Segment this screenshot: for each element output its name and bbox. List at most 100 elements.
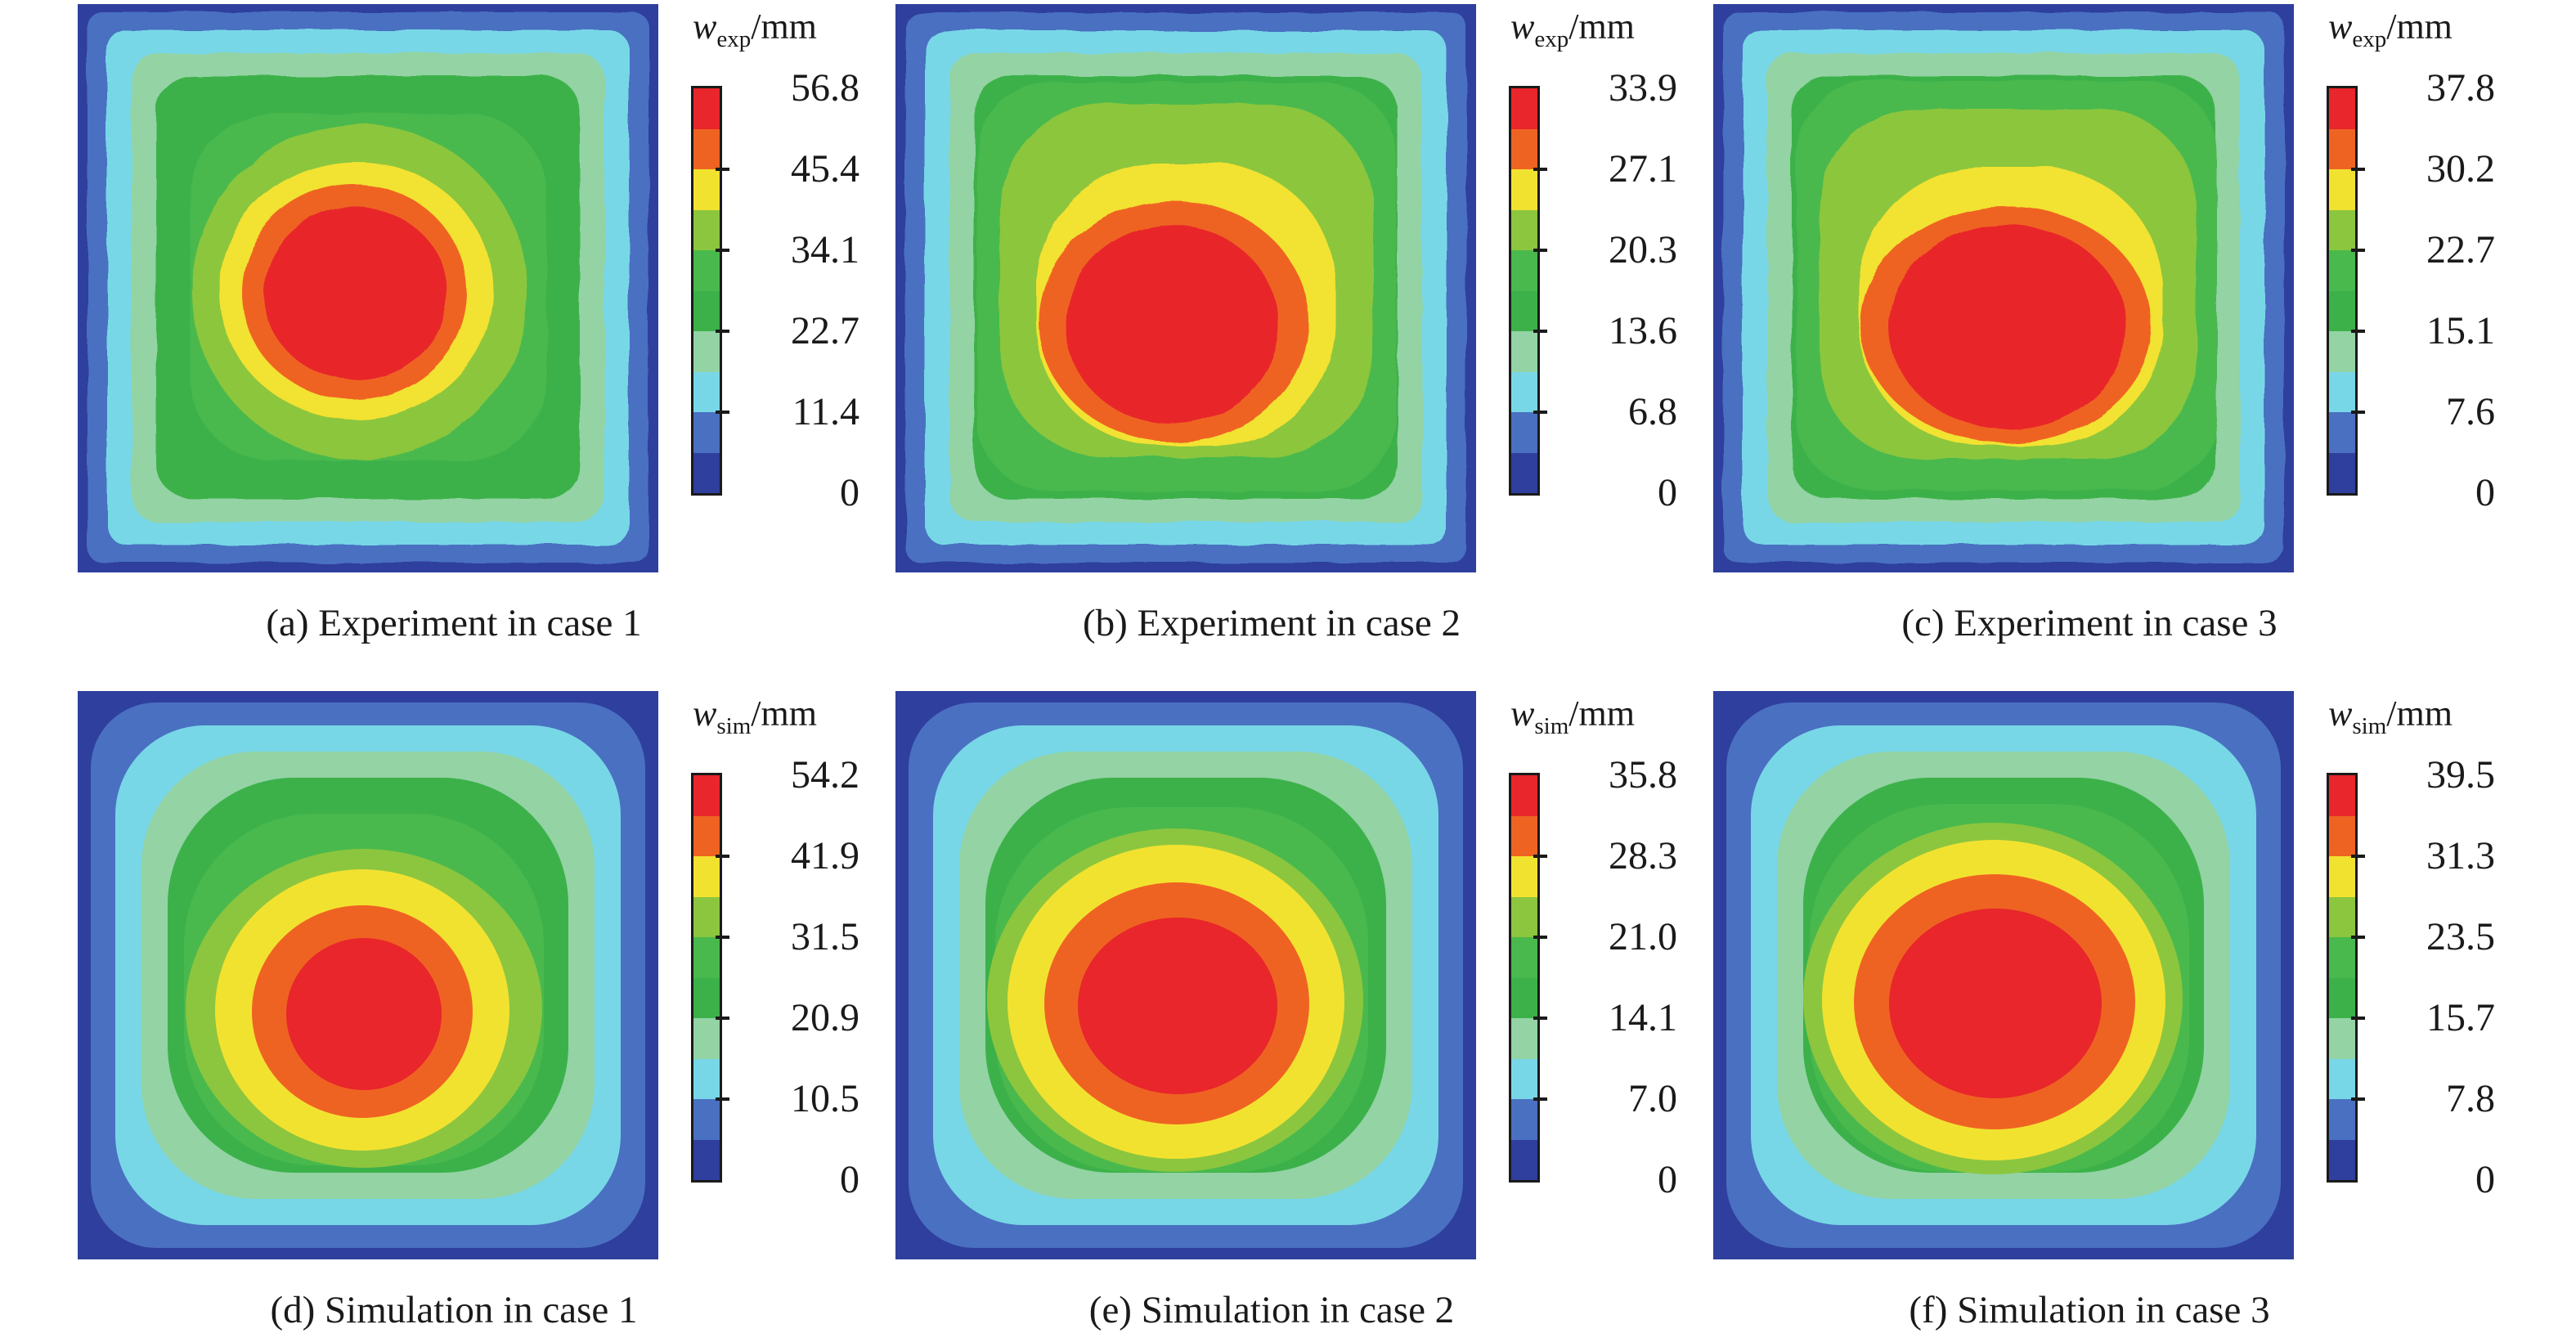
- colorbar-tick-label: 20.9: [791, 996, 859, 1039]
- contour-band: [1889, 225, 2126, 429]
- colorbar-tick-mark: [2351, 249, 2365, 252]
- contour-band: [286, 938, 442, 1090]
- colorbar-tick-label: 22.7: [2426, 228, 2495, 272]
- colorbar-segment: [693, 1139, 720, 1180]
- colorbar-tick-mark: [716, 855, 729, 858]
- colorbar-segment: [693, 856, 720, 897]
- colorbar-bar: [691, 773, 722, 1183]
- colorbar-segment: [1511, 977, 1537, 1018]
- panel-caption-c: (c) Experiment in case 3: [1901, 602, 2278, 644]
- panel-f-simulation-case-3: wsim/mm 39.5 31.3 23.5 15.7 7.8 0 (f) Simulat…: [1713, 691, 2498, 1333]
- colorbar-subscript: sim: [716, 712, 752, 739]
- colorbar-tick-label: 0: [2475, 471, 2495, 514]
- colorbar-tick-mark: [716, 936, 729, 939]
- colorbar-segment: [2329, 290, 2355, 331]
- colorbar-segment: [2329, 331, 2355, 372]
- contour-band: [264, 207, 447, 380]
- panel-caption-e: (e) Simulation in case 2: [1088, 1289, 1455, 1331]
- colorbar-segment: [1511, 775, 1537, 816]
- colorbar-segment: [2329, 775, 2355, 816]
- colorbar-segment: [693, 1018, 720, 1059]
- colorbar-variable: w: [693, 693, 717, 734]
- colorbar-segment: [693, 815, 720, 856]
- panel-caption-b: (b) Experiment in case 2: [1083, 602, 1461, 644]
- colorbar-title-b: wexp/mm: [1510, 6, 1635, 61]
- colorbar-tick-mark: [716, 249, 729, 252]
- colorbar-segment: [2329, 88, 2355, 129]
- colorbar-tick-label: 21.0: [1609, 915, 1677, 958]
- colorbar-bar: [1509, 86, 1540, 496]
- colorbar-tick-label: 28.3: [1609, 834, 1677, 877]
- colorbar-tick-label: 41.9: [791, 834, 859, 877]
- colorbar-subscript: sim: [2352, 712, 2387, 739]
- colorbar-segment: [2329, 896, 2355, 937]
- colorbar-tick-mark: [1533, 1017, 1547, 1020]
- colorbar-segment: [2329, 209, 2355, 250]
- colorbar-tick-mark: [716, 1097, 729, 1101]
- panel-d-simulation-case-1: wsim/mm 54.2 41.9 31.5 20.9 10.5 0 (d) Simula…: [78, 691, 863, 1333]
- colorbar-tick-label: 31.5: [791, 915, 859, 958]
- contour-plot-e: [895, 691, 1476, 1259]
- colorbar-segment: [2329, 1099, 2355, 1140]
- colorbar-tick-mark: [716, 1017, 729, 1020]
- colorbar-bar: [2327, 773, 2358, 1183]
- colorbar-segment: [1511, 937, 1537, 978]
- colorbar-tick-label: 0: [840, 1158, 859, 1201]
- colorbar-tick-mark: [716, 168, 729, 171]
- colorbar-tick-mark: [2351, 936, 2365, 939]
- colorbar-tick-label: 7.6: [2446, 390, 2495, 433]
- colorbar-bar: [691, 86, 722, 496]
- colorbar-segment: [1511, 1058, 1537, 1099]
- colorbar-title-d: wsim/mm: [693, 693, 817, 747]
- colorbar-tick-label: 0: [1658, 471, 1677, 514]
- colorbar-bar: [2327, 86, 2358, 496]
- colorbar-title-a: wexp/mm: [693, 6, 817, 61]
- colorbar-tick-label: 39.5: [2426, 753, 2495, 797]
- colorbar-tick-label: 30.2: [2426, 147, 2495, 191]
- colorbar-segment: [1511, 1139, 1537, 1180]
- colorbar-tick-label: 20.3: [1609, 228, 1677, 272]
- colorbar-e: wsim/mm 35.8 28.3 21.0 14.1 7.0 0: [1509, 691, 1685, 1272]
- colorbar-tick-label: 11.4: [792, 390, 859, 433]
- colorbar-tick-label: 15.7: [2426, 996, 2495, 1039]
- colorbar-tick-mark: [2351, 855, 2365, 858]
- colorbar-tick-mark: [2351, 411, 2365, 414]
- contour-band: [1889, 909, 2102, 1098]
- colorbar-segment: [1511, 88, 1537, 129]
- colorbar-segment: [2329, 169, 2355, 210]
- colorbar-tick-label: 10.5: [791, 1077, 859, 1120]
- colorbar-segment: [2329, 1058, 2355, 1099]
- colorbar-variable: w: [2328, 693, 2353, 734]
- colorbar-segment: [693, 331, 720, 372]
- colorbar-unit: /mm: [1568, 7, 1635, 47]
- colorbar-segment: [693, 88, 720, 129]
- panel-b-experiment-case-2: wexp/mm 33.9 27.1 20.3 13.6 6.8 0 (b) Experim…: [895, 4, 1681, 666]
- colorbar-segment: [1511, 250, 1537, 291]
- colorbar-tick-mark: [1533, 249, 1547, 252]
- colorbar-unit: /mm: [2386, 693, 2453, 734]
- colorbar-segment: [693, 169, 720, 210]
- colorbar-segment: [1511, 209, 1537, 250]
- colorbar-tick-label: 54.2: [791, 753, 859, 797]
- colorbar-tick-mark: [1533, 936, 1547, 939]
- colorbar-segment: [2329, 452, 2355, 493]
- colorbar-b: wexp/mm 33.9 27.1 20.3 13.6 6.8 0: [1509, 4, 1685, 585]
- contour-plot-a: [78, 4, 658, 572]
- colorbar-segment: [1511, 290, 1537, 331]
- colorbar-segment: [1511, 331, 1537, 372]
- colorbar-a: wexp/mm 56.8 45.4 34.1 22.7 11.4 0: [691, 4, 867, 585]
- panel-e-simulation-case-2: wsim/mm 35.8 28.3 21.0 14.1 7.0 0 (e) Simulat…: [895, 691, 1681, 1333]
- colorbar-tick-label: 35.8: [1609, 753, 1677, 797]
- panel-a-experiment-case-1: wexp/mm 56.8 45.4 34.1 22.7 11.4 0 (a) Experi…: [78, 4, 863, 666]
- colorbar-tick-label: 14.1: [1609, 996, 1677, 1039]
- colorbar-segment: [1511, 371, 1537, 412]
- colorbar-tick-label: 27.1: [1609, 147, 1677, 191]
- colorbar-segment: [1511, 452, 1537, 493]
- colorbar-unit: /mm: [2386, 7, 2453, 47]
- colorbar-variable: w: [693, 7, 717, 47]
- colorbar-segment: [1511, 815, 1537, 856]
- colorbar-segment: [1511, 896, 1537, 937]
- colorbar-subscript: sim: [1534, 712, 1569, 739]
- colorbar-segment: [2329, 937, 2355, 978]
- colorbar-tick-mark: [716, 411, 729, 414]
